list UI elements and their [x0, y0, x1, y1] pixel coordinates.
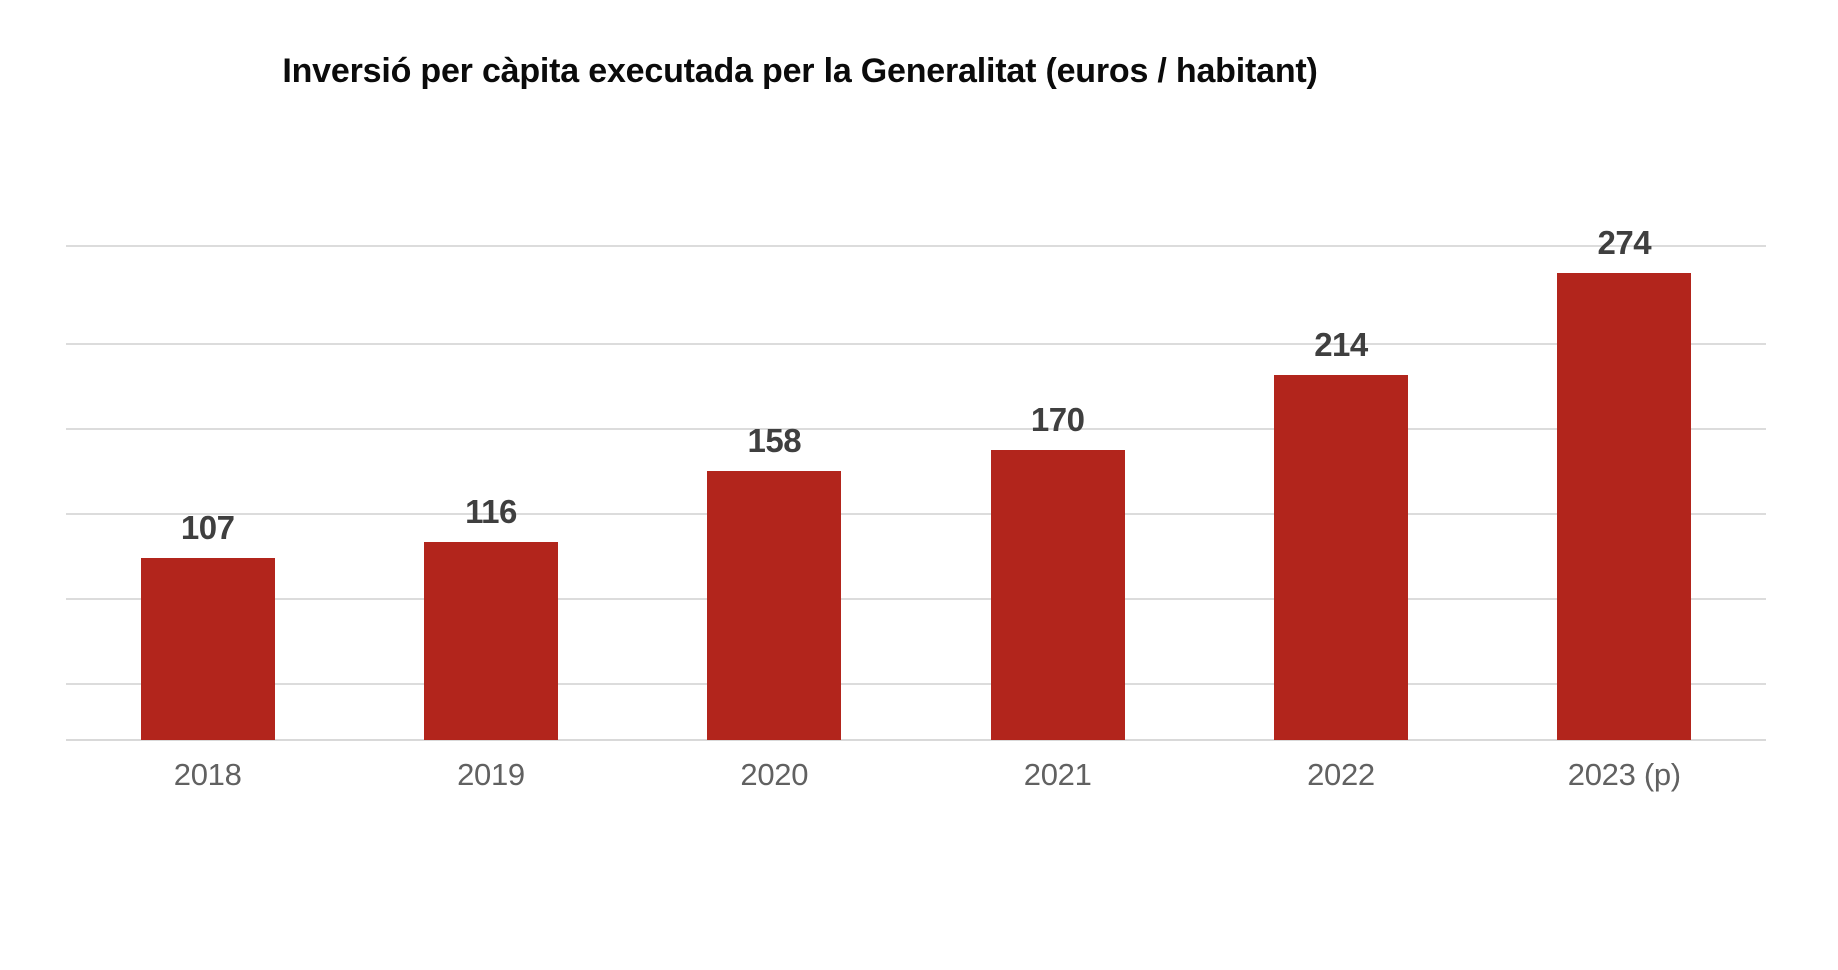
bar-value-label-2023: 274	[1597, 224, 1652, 261]
bar-value-label-2021: 170	[1030, 401, 1085, 438]
plot-area	[66, 245, 1766, 740]
bar-2020[interactable]	[707, 471, 842, 740]
bar-value-label-2019: 116	[465, 493, 517, 530]
gridline-4	[66, 428, 1766, 430]
x-tick-label-2021: 2021	[1023, 757, 1092, 792]
bar-group-2021[interactable]: 170	[916, 150, 1199, 740]
bar-group-2020[interactable]: 158	[633, 150, 916, 740]
bar-group-2023[interactable]: 274	[1483, 150, 1766, 740]
bar-value-label-2022: 214	[1314, 326, 1368, 363]
gridline-5	[66, 343, 1766, 345]
x-tick-label-2019: 2019	[457, 757, 525, 792]
bars-layer: 107 116 158 170 214 274	[66, 150, 1766, 740]
bar-group-2019[interactable]: 116	[349, 150, 632, 740]
x-tick-label-2023: 2023 (p)	[1567, 757, 1681, 792]
x-tick-label-2018: 2018	[173, 757, 242, 792]
x-axis-line	[66, 739, 1766, 741]
gridline-1	[66, 683, 1766, 685]
bar-group-2018[interactable]: 107	[66, 150, 349, 740]
gridline-6	[66, 245, 1766, 247]
chart-title: Inversió per càpita executada per la Gen…	[282, 52, 1318, 90]
x-tick-label-2022: 2022	[1307, 757, 1375, 792]
bar-value-label-2018: 107	[180, 509, 235, 546]
bar-2022[interactable]	[1273, 375, 1408, 740]
x-axis-labels: 2018 2019 2020 2021 2022 2023 (p)	[66, 757, 1766, 793]
bar-2023[interactable]	[1557, 273, 1692, 740]
bar-2019[interactable]	[423, 542, 558, 740]
x-tick-label-2020: 2020	[740, 757, 809, 792]
gridline-3	[66, 513, 1766, 515]
gridline-2	[66, 598, 1766, 600]
bar-2018[interactable]	[140, 558, 275, 740]
bar-2021[interactable]	[990, 450, 1125, 740]
bar-value-label-2020: 158	[747, 422, 802, 459]
bar-group-2022[interactable]: 214	[1199, 150, 1482, 740]
